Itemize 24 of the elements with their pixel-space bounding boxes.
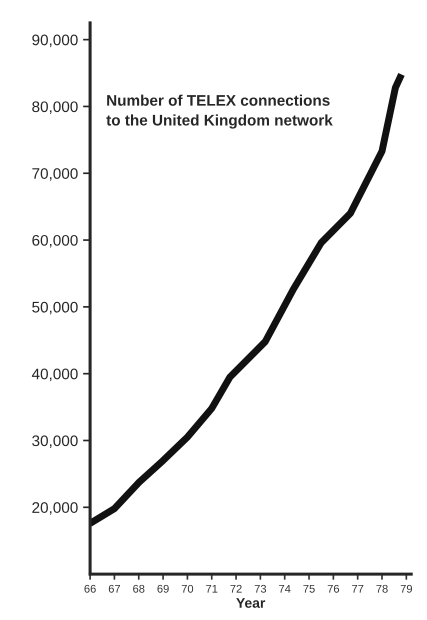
y-tick-label: 80,000	[32, 101, 78, 114]
x-tick-label: 77	[352, 584, 364, 593]
y-tick-label: 90,000	[32, 34, 78, 48]
x-axis-title: Year	[236, 598, 266, 608]
x-tick-label: 74	[279, 584, 291, 593]
y-tick-label: 70,000	[32, 168, 78, 181]
x-tick-label: 76	[328, 584, 340, 593]
x-tick-label: 73	[254, 584, 266, 593]
x-tick-label: 75	[303, 584, 315, 593]
text: Number of TELEX connections to the United Kingdom network	[106, 94, 333, 129]
x-tick-label: 67	[108, 584, 120, 593]
x-tick-label: 71	[206, 584, 218, 593]
x-tick-label: 70	[182, 584, 194, 593]
y-tick-label: 20,000	[32, 502, 78, 515]
x-tick-label: 72	[230, 584, 242, 593]
x-tick-label: 66	[84, 584, 96, 593]
y-tick-label: 60,000	[32, 234, 78, 248]
x-tick-label: 78	[376, 584, 388, 593]
y-tick-label: 50,000	[32, 302, 78, 314]
x-tick-label: 79	[400, 584, 412, 593]
x-tick-label: 69	[157, 584, 169, 593]
y-tick-label: 30,000	[32, 435, 78, 448]
x-tick-label: 68	[133, 584, 144, 593]
y-tick-label: 40,000	[32, 368, 78, 382]
